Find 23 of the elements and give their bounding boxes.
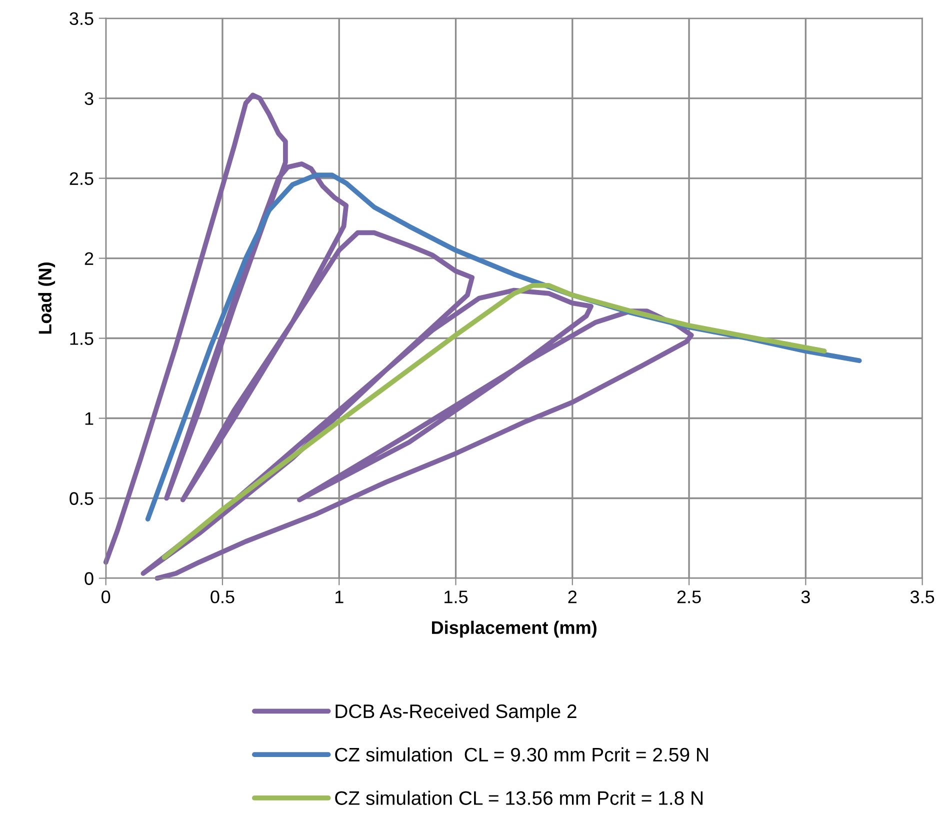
legend-label: CZ simulation CL = 13.56 mm Pcrit = 1.8 N — [335, 790, 702, 805]
line-series — [103, 92, 694, 581]
y-tick-label: 1.5 — [70, 332, 94, 345]
y-tick-label: 2 — [84, 252, 94, 265]
y-tick-label: 0 — [84, 572, 94, 585]
x-tick-label: 1 — [335, 590, 344, 604]
x-tick-label: 2 — [568, 590, 577, 604]
x-tick-label: 3.5 — [910, 590, 934, 604]
line-series — [162, 283, 827, 560]
y-tick-label: 1 — [85, 412, 94, 425]
y-tick-label: 3 — [84, 92, 94, 106]
legend-label: CZ simulation CL = 9.30 mm Pcrit = 2.59 N — [335, 747, 708, 762]
x-tick-label: 2.5 — [677, 590, 701, 604]
x-tick-label: 3 — [801, 590, 810, 604]
x-axis-title: Displacement (mm) — [432, 620, 596, 638]
x-tick-label: 1.5 — [444, 590, 468, 604]
x-tick-label: 0.5 — [210, 590, 234, 604]
y-axis-title: Load (N) — [38, 262, 56, 334]
y-tick-label: 3.5 — [70, 12, 94, 26]
y-tick-label: 2.5 — [70, 172, 94, 186]
legend-label: DCB As-Received Sample 2 — [336, 704, 576, 722]
x-tick-label: 0 — [102, 590, 110, 604]
y-tick-label: 0.5 — [70, 492, 94, 505]
